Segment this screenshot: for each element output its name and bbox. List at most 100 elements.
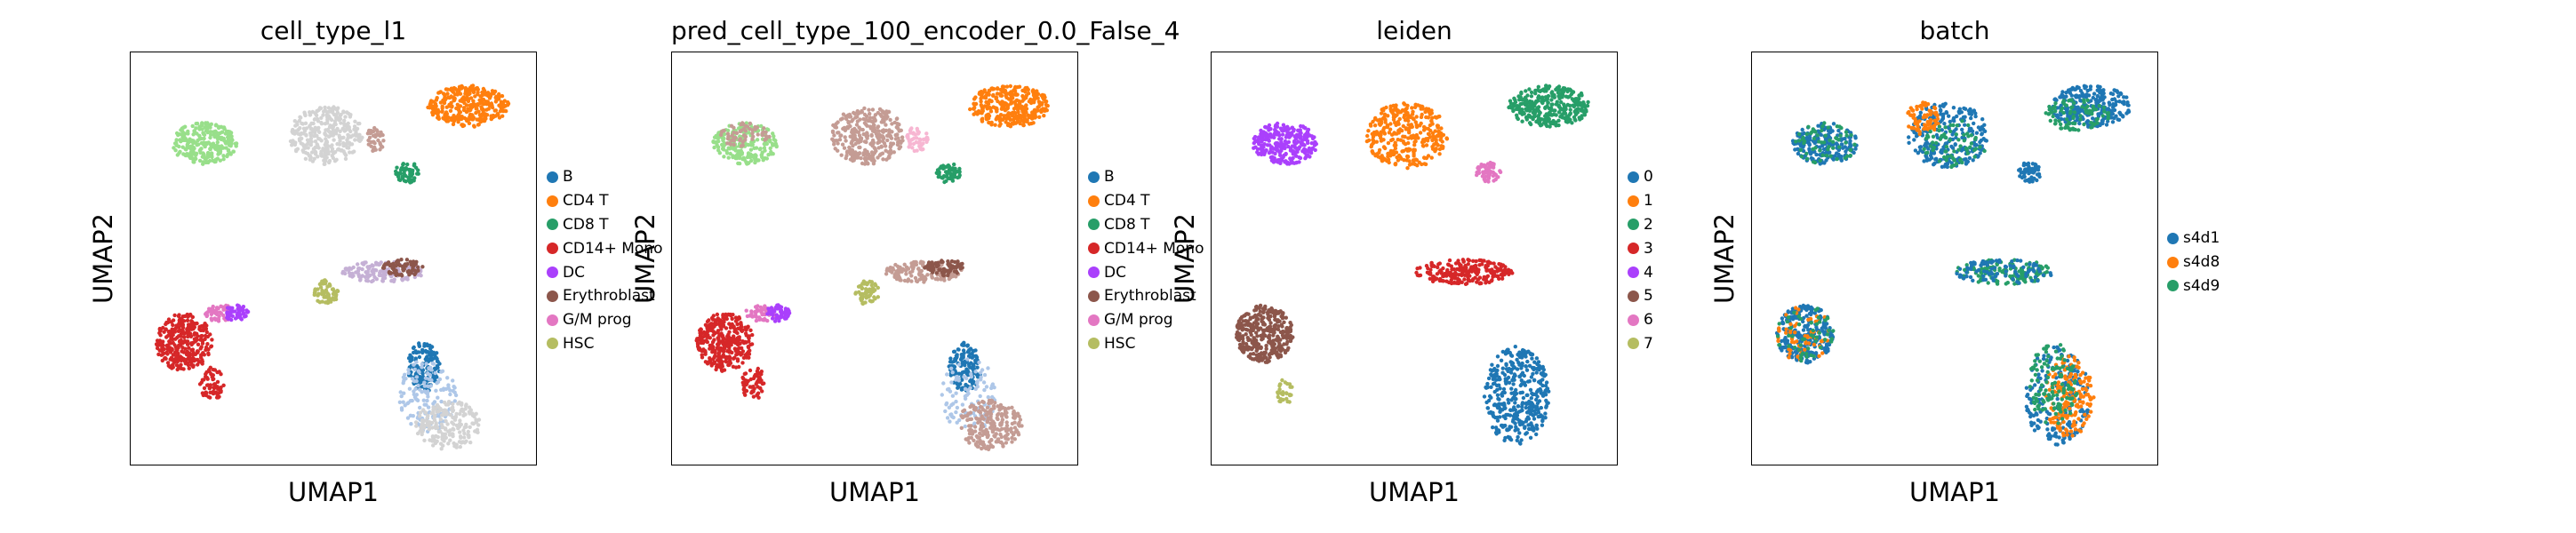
scatter-point — [228, 139, 233, 144]
scatter-point — [492, 114, 497, 118]
scatter-point — [194, 122, 198, 126]
scatter-point — [311, 128, 316, 132]
scatter-point — [213, 308, 218, 313]
scatter-point — [319, 139, 324, 143]
scatter-point — [398, 390, 403, 394]
scatter-point — [318, 106, 324, 111]
scatter-point — [210, 151, 214, 155]
scatter-point — [461, 107, 467, 113]
scatter-point — [164, 356, 168, 361]
scatter-point — [422, 380, 427, 385]
scatter-point — [440, 108, 444, 114]
scatter-point — [452, 390, 457, 394]
scatter-point — [197, 133, 202, 139]
scatter-point — [443, 92, 447, 98]
scatter-point — [209, 309, 214, 314]
scatter-point — [290, 143, 294, 147]
scatter-point — [157, 330, 162, 336]
scatter-point — [478, 94, 484, 99]
scatter-point — [747, 131, 751, 135]
scatter-point — [203, 337, 207, 341]
scatter-point — [304, 133, 308, 138]
scatter-point — [445, 422, 450, 426]
scatter-point — [168, 350, 173, 354]
scatter-point — [236, 303, 240, 307]
scatter-point — [449, 117, 453, 123]
scatter-point — [401, 375, 406, 379]
scatter-point — [485, 91, 491, 95]
scatter-point — [369, 279, 374, 284]
scatter-point — [464, 103, 469, 107]
scatter-point — [319, 120, 324, 125]
scatter-point — [192, 129, 196, 133]
scatter-point — [179, 328, 183, 333]
scatter-point — [190, 123, 195, 129]
scatter-point — [209, 345, 213, 349]
scatter-point — [728, 151, 732, 156]
scatter-point — [180, 319, 185, 324]
scatter-point — [452, 441, 456, 446]
scatter-point — [355, 126, 360, 131]
scatter-point — [444, 435, 448, 440]
scatter-point — [309, 139, 314, 144]
scatter-point — [356, 136, 361, 141]
scatter-point — [381, 264, 387, 268]
scatter-point — [361, 262, 366, 266]
scatter-point — [428, 367, 433, 372]
scatter-point — [221, 313, 226, 318]
scatter-point — [181, 367, 186, 371]
scatter-point — [432, 418, 437, 423]
scatter-point — [418, 387, 422, 392]
scatter-point — [766, 153, 771, 157]
scatter-point — [338, 139, 342, 143]
scatter-point — [157, 348, 162, 353]
scatter-point — [174, 138, 179, 143]
scatter-point — [321, 113, 325, 117]
scatter-point — [430, 426, 435, 430]
scatter-point — [332, 138, 336, 142]
scatter-point — [460, 402, 464, 407]
scatter-point — [462, 435, 467, 440]
scatter-point — [212, 382, 217, 386]
scatter-point — [736, 161, 740, 166]
scatter-point — [343, 115, 348, 119]
scatter-point — [469, 85, 475, 90]
scatter-point — [745, 142, 749, 147]
scatter-point — [450, 105, 454, 109]
scatter-point — [182, 131, 187, 136]
scatter-point — [468, 440, 473, 445]
scatter-point — [774, 143, 779, 148]
scatter-point — [225, 154, 229, 159]
scatter-point — [206, 352, 211, 357]
scatter-point — [345, 110, 349, 115]
scatter-point — [180, 349, 184, 354]
scatter-point — [347, 140, 351, 146]
scatter-point — [172, 313, 177, 318]
scatter-point — [335, 110, 340, 115]
scatter-point — [208, 332, 212, 337]
scatter-point — [192, 160, 196, 164]
scatter-point — [412, 350, 416, 355]
scatter-point — [197, 148, 203, 153]
scatter-point — [179, 338, 183, 343]
scatter-point — [332, 159, 338, 163]
scatter-point — [388, 271, 392, 275]
scatter-point — [382, 274, 387, 278]
scatter-point — [179, 334, 183, 338]
scatter-point — [433, 370, 437, 376]
scatter-point — [422, 342, 427, 346]
scatter-point — [216, 144, 220, 148]
scatter-point — [188, 351, 192, 356]
scatter-point — [467, 435, 471, 440]
scatter-point — [200, 359, 204, 364]
scatter-point — [740, 150, 745, 155]
scatter-point — [431, 402, 436, 406]
scatter-point — [464, 425, 468, 429]
scatter-point — [383, 270, 388, 274]
scatter-point — [429, 104, 434, 108]
scatter-point — [469, 88, 475, 92]
scatter-point — [436, 395, 440, 400]
scatter-point — [216, 133, 220, 139]
scatter-point — [391, 279, 396, 283]
scatter-point — [213, 129, 218, 133]
